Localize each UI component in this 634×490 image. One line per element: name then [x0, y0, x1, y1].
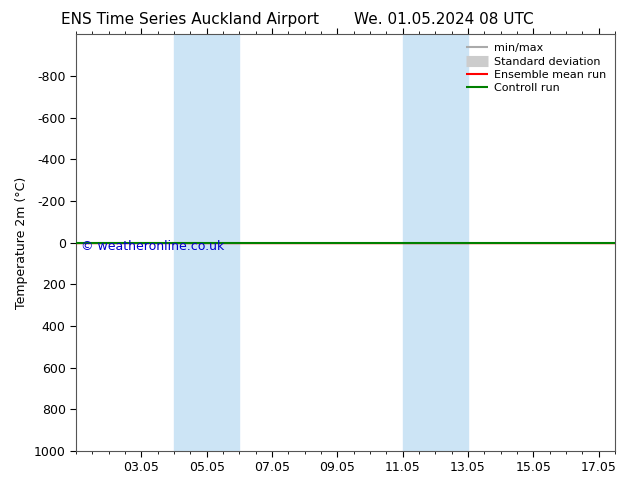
Text: We. 01.05.2024 08 UTC: We. 01.05.2024 08 UTC	[354, 12, 534, 27]
Y-axis label: Temperature 2m (°C): Temperature 2m (°C)	[15, 176, 29, 309]
Bar	[403, 34, 468, 451]
Legend: min/max, Standard deviation, Ensemble mean run, Controll run: min/max, Standard deviation, Ensemble me…	[463, 40, 609, 97]
Bar	[174, 34, 240, 451]
Text: ENS Time Series Auckland Airport: ENS Time Series Auckland Airport	[61, 12, 319, 27]
Text: © weatheronline.co.uk: © weatheronline.co.uk	[81, 241, 224, 253]
